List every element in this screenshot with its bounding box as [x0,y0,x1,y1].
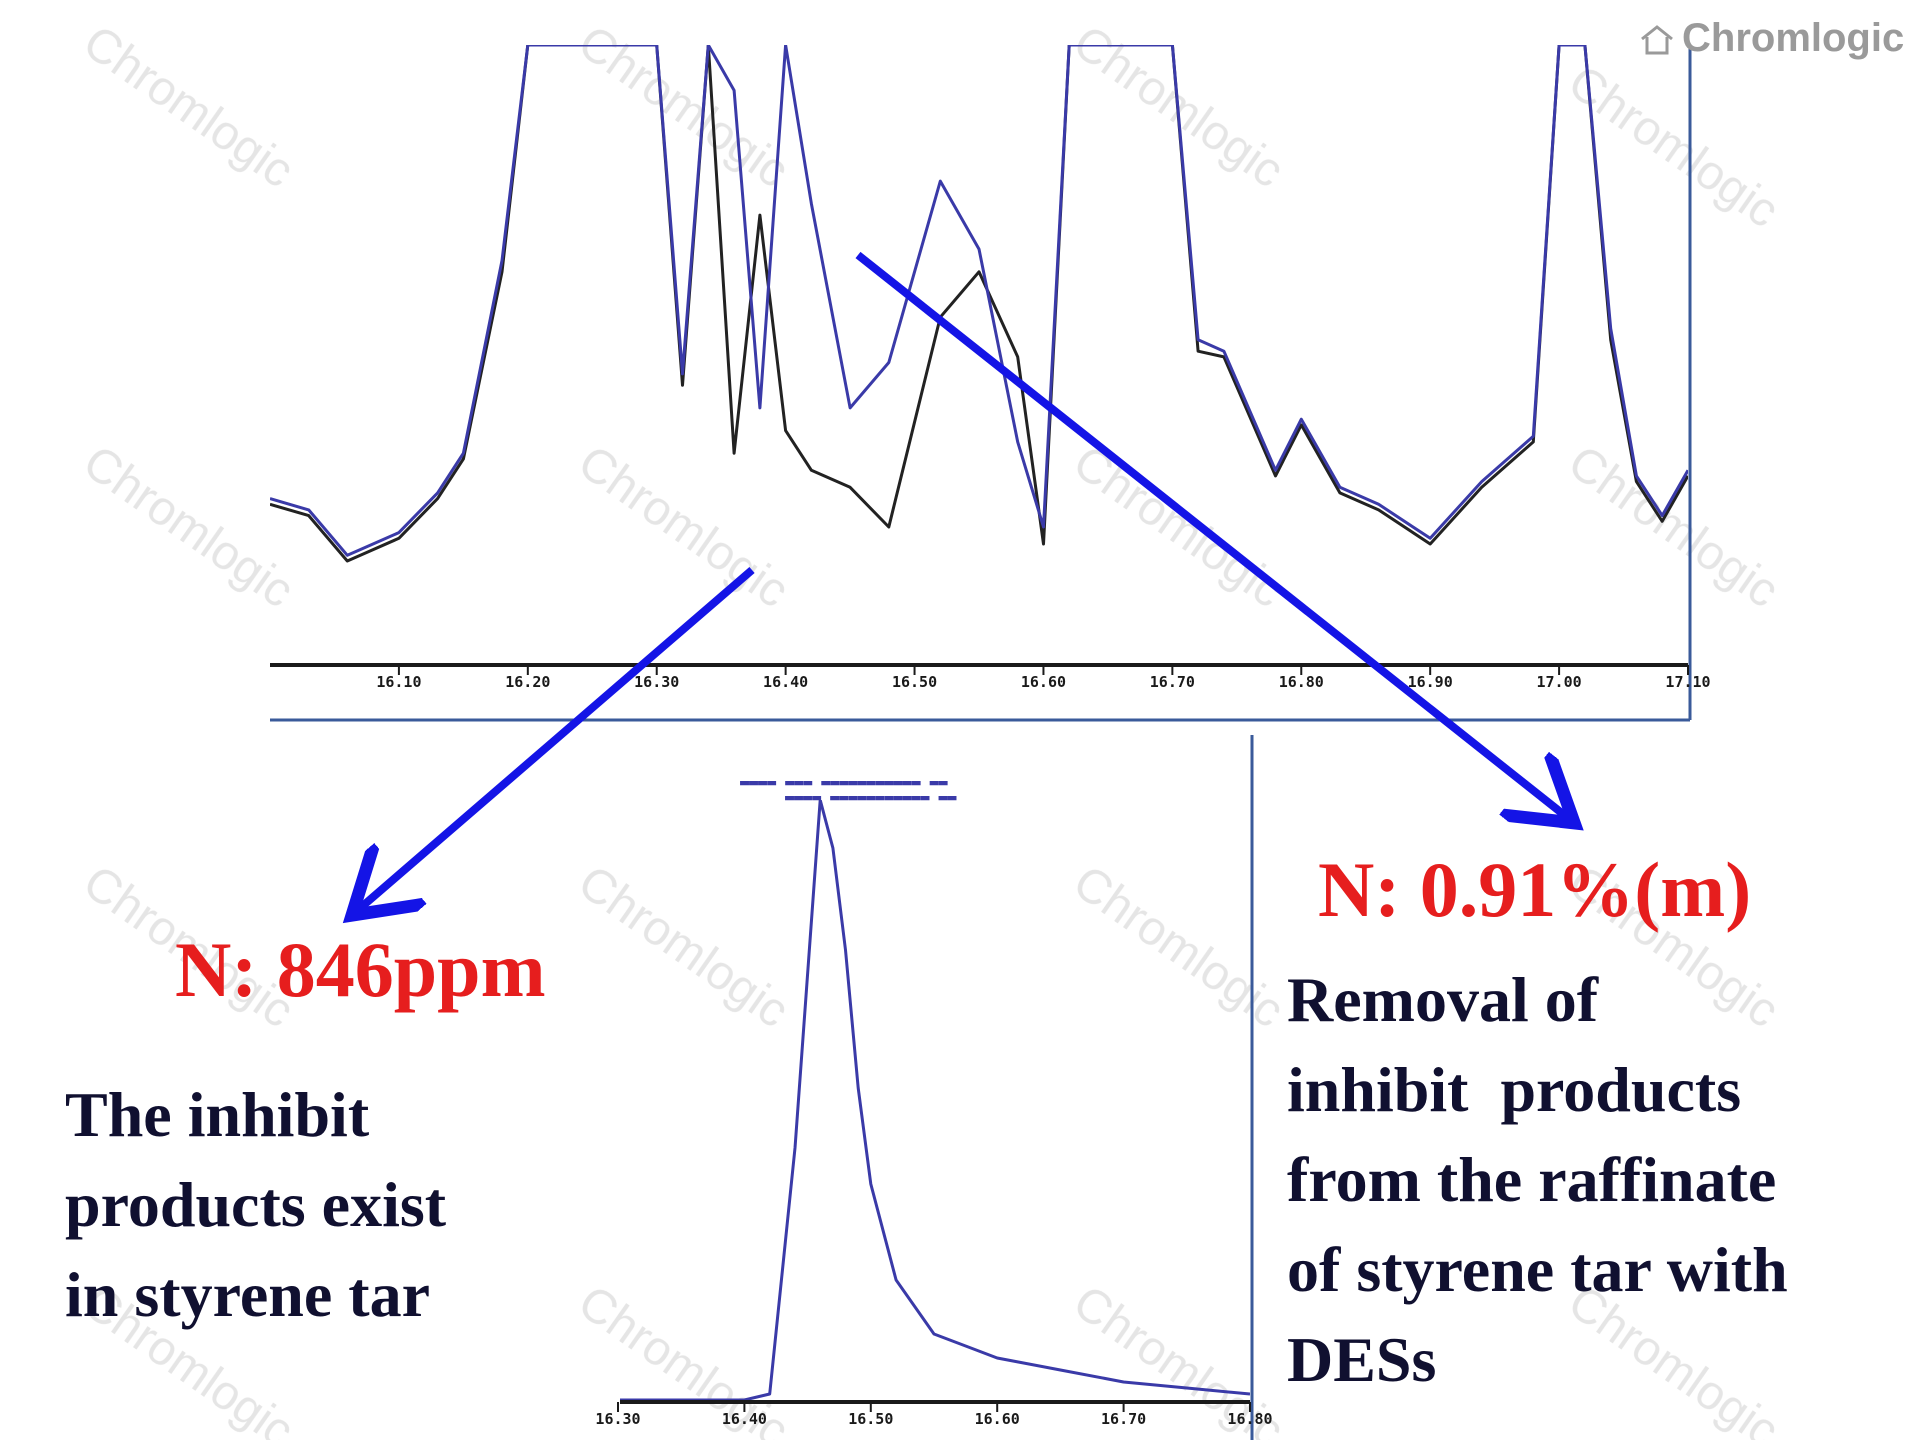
left-description-line: The inhibit [65,1079,370,1150]
x-tick-label: 16.10 [376,673,421,691]
watermark-text: Chromlogic [1064,436,1293,619]
x-tick-label: 16.20 [505,673,550,691]
bottom-x-ticks: 16.30 16.40 16.50 16.60 16.70 16.80 [595,1402,1273,1428]
watermark-text: Chromlogic [74,436,303,619]
x-tick-label: 17.10 [1665,673,1710,691]
series-line-0 [270,45,1688,563]
watermark-text: Chromlogic [569,16,798,199]
x-tick-label: 16.40 [763,673,808,691]
bottom-legend-line-1: ▬▬▬▬ ▬▬▬ ▬▬▬▬▬▬▬▬▬▬▬ ▬▬ [740,773,948,791]
x-tick-label: 16.30 [595,1410,640,1428]
left-description-line: in styrene tar [65,1259,430,1330]
left-nitrogen-value: N: 846ppm [175,926,546,1013]
right-description: Removal of inhibit products from the raf… [1287,955,1788,1405]
x-tick-label: 16.90 [1408,673,1453,691]
top-series-group [270,45,1688,563]
left-description: The inhibit products exist in styrene ta… [65,1070,446,1340]
watermark-text: Chromlogic [1559,436,1788,619]
bottom-chromatogram: ▬▬▬▬ ▬▬▬ ▬▬▬▬▬▬▬▬▬▬▬ ▬▬ ▬▬▬▬ ▬▬▬▬▬▬▬▬▬▬▬… [595,735,1273,1440]
brand-logo: Chromlogic [1640,16,1904,61]
watermark-text: Chromlogic [74,16,303,199]
x-tick-label: 16.30 [634,673,679,691]
arrow-to-right-label [855,251,1568,818]
watermark-text: Chromlogic [569,856,798,1039]
x-tick-label: 16.60 [975,1410,1020,1428]
house-icon [1641,25,1673,55]
right-description-line: of styrene tar with [1287,1234,1788,1305]
top-x-ticks: 16.10 16.20 16.30 16.40 16.50 16.60 16.70 16.80… [376,665,1711,691]
x-tick-label: 16.70 [1150,673,1195,691]
x-tick-label: 16.50 [848,1410,893,1428]
series-line-1 [270,45,1688,557]
bottom-legend-line-2: ▬▬▬▬ ▬▬▬▬▬▬▬▬▬▬▬ ▬▬ [785,788,957,806]
right-nitrogen-value: N: 0.91%(m) [1318,846,1752,933]
right-description-line: DESs [1287,1324,1437,1395]
bottom-series-group [620,800,1250,1400]
top-chromatogram: 16.10 16.20 16.30 16.40 16.50 16.60 16.70 16.80… [270,45,1711,722]
series-line-0 [620,800,1250,1400]
watermark-text: Chromlogic [1064,856,1293,1039]
right-description-line: inhibit products [1287,1054,1742,1125]
x-tick-label: 16.50 [892,673,937,691]
watermark-text: Chromlogic [569,436,798,619]
x-tick-label: 16.80 [1279,673,1324,691]
x-tick-label: 16.70 [1101,1410,1146,1428]
x-tick-label: 16.60 [1021,673,1066,691]
brand-logo-text: Chromlogic [1682,16,1905,60]
right-description-line: Removal of [1287,964,1599,1035]
right-description-line: from the raffinate [1287,1144,1777,1215]
left-description-line: products exist [65,1169,447,1240]
x-tick-label: 17.00 [1537,673,1582,691]
x-tick-label: 16.40 [722,1410,767,1428]
x-tick-label: 16.80 [1227,1410,1272,1428]
arrow-to-left-label [358,566,755,910]
